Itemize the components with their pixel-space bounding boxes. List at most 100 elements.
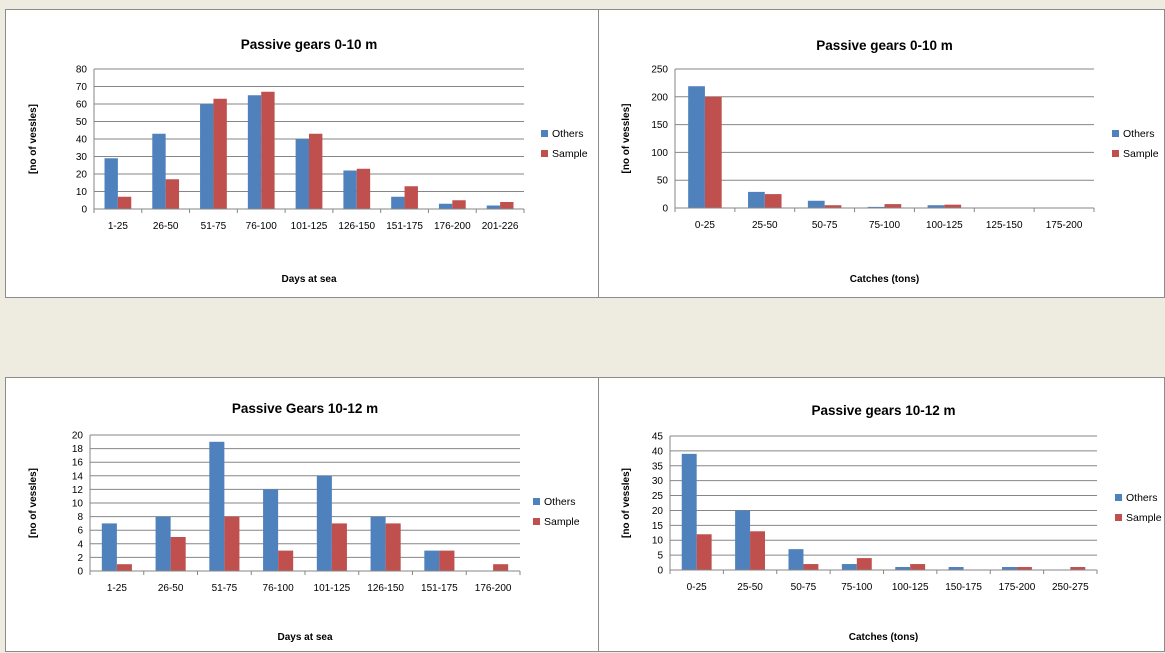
x-tick-label: 176-200 bbox=[475, 583, 512, 594]
y-tick-label: 6 bbox=[77, 526, 83, 537]
bar-sample bbox=[117, 196, 132, 209]
x-tick-label: 0-25 bbox=[695, 220, 715, 231]
bar-sample bbox=[331, 523, 347, 571]
y-tick-label: 45 bbox=[652, 432, 664, 443]
x-tick-label: 76-100 bbox=[246, 221, 278, 232]
legend-label-others: Others bbox=[544, 496, 576, 508]
y-tick-label: 14 bbox=[72, 471, 84, 482]
legend-swatch-sample bbox=[541, 150, 548, 157]
y-tick-label: 5 bbox=[657, 551, 663, 562]
bar-sample bbox=[261, 91, 275, 209]
y-tick-label: 0 bbox=[657, 566, 663, 577]
legend-label-sample: Sample bbox=[544, 516, 580, 528]
bar-others bbox=[927, 205, 945, 208]
x-tick-label: 25-50 bbox=[752, 220, 778, 231]
legend-swatch-others bbox=[541, 130, 548, 137]
bar-others bbox=[688, 86, 705, 208]
bar-others bbox=[895, 567, 911, 570]
y-tick-label: 12 bbox=[72, 485, 84, 496]
y-axis-label: [no of vessles] bbox=[28, 468, 39, 538]
y-tick-label: 25 bbox=[652, 491, 664, 502]
bar-others bbox=[247, 95, 262, 209]
bar-chart-catches-10-12: 0 5 10 15 20 25 30 35 40 45 0-25 25-50 50-75 75-100 10… bbox=[621, 403, 1162, 643]
y-tick-label: 40 bbox=[652, 446, 664, 457]
y-tick-label: 20 bbox=[76, 170, 88, 181]
y-tick-label: 0 bbox=[81, 205, 87, 216]
bar-sample bbox=[500, 202, 514, 209]
x-tick-label: 0-25 bbox=[687, 582, 707, 593]
x-tick-label: 75-100 bbox=[841, 582, 873, 593]
x-tick-label: 51-75 bbox=[212, 583, 238, 594]
y-tick-label: 80 bbox=[76, 65, 88, 76]
x-tick-label: 125-150 bbox=[986, 220, 1023, 231]
bar-sample bbox=[696, 534, 712, 570]
y-tick-label: 8 bbox=[77, 512, 83, 523]
bar-others bbox=[486, 205, 501, 209]
bar-others bbox=[200, 104, 214, 209]
bar-sample bbox=[404, 186, 418, 209]
x-tick-label: 176-200 bbox=[434, 221, 471, 232]
bar-others bbox=[748, 191, 765, 208]
x-tick-label: 100-125 bbox=[892, 582, 929, 593]
x-tick-label: 51-75 bbox=[201, 221, 227, 232]
bar-sample bbox=[452, 200, 466, 209]
bar-sample bbox=[165, 179, 180, 209]
legend-swatch-sample bbox=[1115, 514, 1122, 521]
bar-sample bbox=[116, 564, 132, 571]
bar-others bbox=[681, 453, 697, 570]
y-axis-label: [no of vessles] bbox=[28, 104, 39, 174]
y-tick-label: 0 bbox=[662, 204, 668, 215]
bar-others bbox=[316, 475, 332, 571]
x-axis-label: Days at sea bbox=[277, 632, 332, 643]
x-tick-label: 50-75 bbox=[791, 582, 817, 593]
chart-title: Passive gears 0-10 m bbox=[241, 37, 378, 52]
chart-title: Passive Gears 10-12 m bbox=[232, 401, 378, 416]
y-axis-label: [no of vessles] bbox=[621, 468, 632, 538]
y-tick-label: 250 bbox=[651, 65, 668, 76]
x-tick-label: 50-75 bbox=[812, 220, 838, 231]
x-tick-label: 150-175 bbox=[945, 582, 982, 593]
bar-sample bbox=[704, 96, 722, 208]
y-tick-label: 150 bbox=[651, 120, 668, 131]
y-tick-label: 30 bbox=[76, 152, 88, 163]
bar-others bbox=[788, 549, 804, 570]
bar-sample bbox=[750, 531, 766, 570]
bar-chart-catches-0-10: 0 50 100 150 200 250 0-25 25-50 50-75 75-100 100-1… bbox=[621, 38, 1159, 285]
y-tick-label: 60 bbox=[76, 100, 88, 111]
x-tick-label: 25-50 bbox=[737, 582, 763, 593]
x-axis-label: Days at sea bbox=[281, 274, 336, 285]
y-tick-label: 100 bbox=[651, 148, 668, 159]
x-tick-label: 126-150 bbox=[338, 221, 375, 232]
x-tick-label: 101-125 bbox=[314, 583, 351, 594]
x-tick-label: 126-150 bbox=[367, 583, 404, 594]
bar-sample bbox=[944, 204, 962, 208]
legend-swatch-others bbox=[1112, 130, 1119, 137]
bar-others bbox=[948, 567, 964, 570]
x-tick-label: 100-125 bbox=[926, 220, 963, 231]
y-tick-label: 200 bbox=[651, 92, 668, 103]
legend-label-sample: Sample bbox=[552, 148, 588, 160]
bar-sample bbox=[824, 205, 842, 208]
bar-sample bbox=[1070, 567, 1086, 570]
chart-panel-catches-10-12: 0 5 10 15 20 25 30 35 40 45 0-25 25-50 50-75 75-100 10… bbox=[598, 377, 1165, 652]
bar-others bbox=[295, 139, 309, 209]
x-tick-label: 1-25 bbox=[107, 583, 127, 594]
y-tick-label: 30 bbox=[652, 476, 664, 487]
bar-sample bbox=[278, 550, 294, 571]
y-tick-label: 15 bbox=[652, 521, 664, 532]
bar-others bbox=[104, 158, 118, 209]
bar-chart-days-10-12: 0 2 4 6 8 10 12 14 16 18 20 1-25 26-50 51-75 76-100 101… bbox=[28, 401, 580, 643]
legend-swatch-sample bbox=[1112, 150, 1119, 157]
bar-sample bbox=[764, 194, 782, 208]
y-tick-label: 4 bbox=[77, 539, 83, 550]
legend-swatch-others bbox=[1115, 494, 1122, 501]
y-tick-label: 18 bbox=[72, 444, 84, 455]
bar-sample bbox=[224, 516, 240, 571]
x-tick-label: 26-50 bbox=[153, 221, 179, 232]
legend-label-others: Others bbox=[1123, 128, 1155, 140]
x-tick-label: 26-50 bbox=[158, 583, 184, 594]
bar-others bbox=[841, 564, 857, 570]
chart-panel-days-0-10: 0 10 20 30 40 50 60 70 80 1-25 26-50 51-75 76-100 101… bbox=[5, 9, 599, 298]
chart-title: Passive gears 10-12 m bbox=[811, 403, 955, 418]
bar-others bbox=[867, 206, 885, 208]
